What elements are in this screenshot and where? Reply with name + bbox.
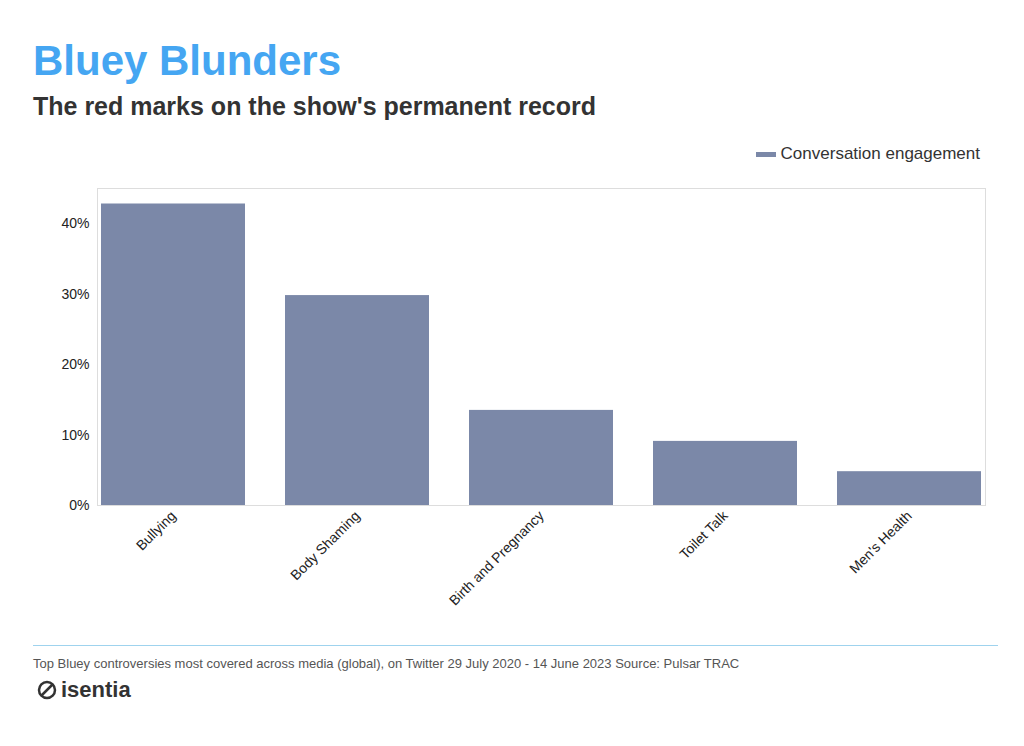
svg-text:Birth and Pregnancy: Birth and Pregnancy <box>446 507 547 608</box>
svg-text:Toilet Talk: Toilet Talk <box>676 507 731 562</box>
svg-text:30%: 30% <box>61 286 89 302</box>
html-text:The red marks on the show's pe: The red marks on the show's permanent re… <box>33 92 596 120</box>
svg-text:40%: 40% <box>61 215 89 231</box>
svg-text:0%: 0% <box>69 497 89 513</box>
svg-text:Bullying: Bullying <box>133 507 179 553</box>
svg-text:Body Shaming: Body Shaming <box>287 507 363 583</box>
svg-text:Men's Health: Men's Health <box>846 507 915 576</box>
svg-text:10%: 10% <box>61 427 89 443</box>
html-text:isentia: isentia <box>61 677 131 702</box>
html-text:Conversation engagement: Conversation engagement <box>780 144 980 163</box>
svg-text:20%: 20% <box>61 356 89 372</box>
html-text:Top Bluey controversies most c: Top Bluey controversies most covered acr… <box>33 656 740 671</box>
html-text:Bluey Blunders: Bluey Blunders <box>33 37 342 84</box>
